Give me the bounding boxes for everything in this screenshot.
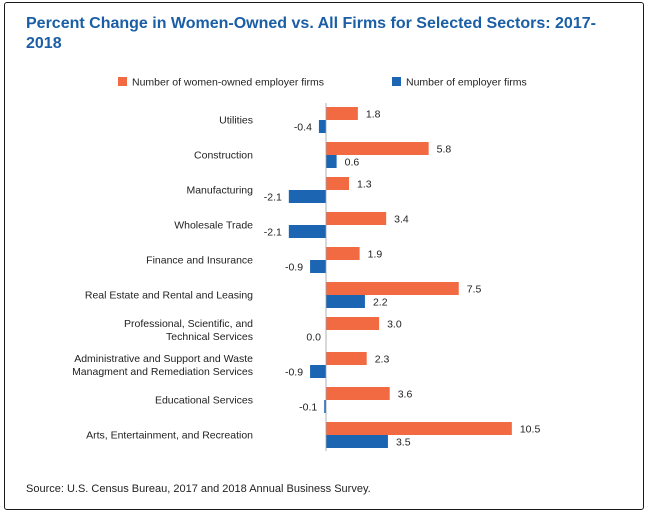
legend-swatch-1 xyxy=(392,77,401,86)
legend-label-1: Number of employer firms xyxy=(406,77,527,89)
category-label-real-estate-and-rental-and-leasing: Real Estate and Rental and Leasing xyxy=(85,290,253,302)
value-label-construction-series-1: 0.6 xyxy=(345,156,360,168)
category-label-finance-and-insurance: Finance and Insurance xyxy=(146,255,253,267)
bar-manufacturing-series-1 xyxy=(288,190,326,203)
value-label-administrative-and-support-and-waste-managment-and-remediation-services-series-0: 2.3 xyxy=(375,353,390,365)
bar-utilities-series-0 xyxy=(326,107,358,120)
bars xyxy=(288,107,512,448)
value-label-wholesale-trade-series-0: 3.4 xyxy=(394,213,409,225)
category-label-wholesale-trade: Wholesale Trade xyxy=(174,220,253,232)
value-label-arts-entertainment-and-recreation-series-1: 3.5 xyxy=(396,436,411,448)
bar-wholesale-trade-series-1 xyxy=(288,225,326,238)
value-label-utilities-series-0: 1.8 xyxy=(366,108,381,120)
value-label-wholesale-trade-series-1: -2.1 xyxy=(264,226,282,238)
value-labels: 1.8 -0.4 5.8 0.6 1.3 -2.1 3.4 -2.1 1.9 -0.9 7.5 2.2… xyxy=(264,108,541,448)
value-label-manufacturing-series-0: 1.3 xyxy=(357,178,372,190)
category-label-professional-scientific-and-technical-services-line-1: Technical Services xyxy=(166,331,253,343)
bar-educational-services-series-0 xyxy=(326,387,390,400)
value-label-arts-entertainment-and-recreation-series-0: 10.5 xyxy=(520,423,541,435)
category-label-professional-scientific-and-technical-services-line-0: Professional, Scientific, and xyxy=(124,318,253,330)
bar-professional-scientific-and-technical-services-series-0 xyxy=(326,317,380,330)
category-label-construction: Construction xyxy=(194,150,253,162)
category-label-administrative-and-support-and-waste-managment-and-remediation-services-line-0: Administrative and Support and Waste xyxy=(74,353,253,365)
category-label-utilities: Utilities xyxy=(219,115,253,127)
source-note: Source: U.S. Census Bureau, 2017 and 201… xyxy=(26,483,371,495)
category-label-manufacturing: Manufacturing xyxy=(186,185,253,197)
value-label-real-estate-and-rental-and-leasing-series-1: 2.2 xyxy=(373,296,388,308)
bar-finance-and-insurance-series-0 xyxy=(326,247,360,260)
value-label-construction-series-0: 5.8 xyxy=(437,143,452,155)
bar-finance-and-insurance-series-1 xyxy=(310,260,326,273)
bar-administrative-and-support-and-waste-managment-and-remediation-services-series-1 xyxy=(310,365,326,378)
bar-construction-series-0 xyxy=(326,142,429,155)
bar-arts-entertainment-and-recreation-series-1 xyxy=(326,435,388,448)
legend: Number of women-owned employer firms Numb… xyxy=(118,77,527,89)
value-label-administrative-and-support-and-waste-managment-and-remediation-services-series-1: -0.9 xyxy=(285,366,303,378)
value-label-finance-and-insurance-series-0: 1.9 xyxy=(368,248,383,260)
category-label-arts-entertainment-and-recreation: Arts, Entertainment, and Recreation xyxy=(86,430,253,442)
chart-title: Percent Change in Women-Owned vs. All Fi… xyxy=(26,15,596,52)
bar-wholesale-trade-series-0 xyxy=(326,212,387,225)
bar-real-estate-and-rental-and-leasing-series-0 xyxy=(326,282,459,295)
bar-construction-series-1 xyxy=(326,155,337,168)
value-label-finance-and-insurance-series-1: -0.9 xyxy=(285,261,303,273)
bar-real-estate-and-rental-and-leasing-series-1 xyxy=(326,295,365,308)
value-label-utilities-series-1: -0.4 xyxy=(294,121,312,133)
category-label-administrative-and-support-and-waste-managment-and-remediation-services-line-1: Managment and Remediation Services xyxy=(72,366,253,378)
category-label-educational-services: Educational Services xyxy=(155,395,253,407)
bar-educational-services-series-1 xyxy=(324,400,326,413)
bar-arts-entertainment-and-recreation-series-0 xyxy=(326,422,512,435)
bar-manufacturing-series-0 xyxy=(326,177,350,190)
legend-swatch-0 xyxy=(118,77,127,86)
value-label-professional-scientific-and-technical-services-series-1: 0.0 xyxy=(306,331,321,343)
value-label-professional-scientific-and-technical-services-series-0: 3.0 xyxy=(387,318,402,330)
value-label-manufacturing-series-1: -2.1 xyxy=(264,191,282,203)
bar-utilities-series-1 xyxy=(318,120,326,133)
value-label-real-estate-and-rental-and-leasing-series-0: 7.5 xyxy=(467,283,482,295)
value-label-educational-services-series-0: 3.6 xyxy=(398,388,413,400)
category-labels: Utilities Construction Manufacturing Wholes… xyxy=(72,115,253,442)
bar-administrative-and-support-and-waste-managment-and-remediation-services-series-0 xyxy=(326,352,367,365)
chart-frame xyxy=(4,2,644,510)
legend-label-0: Number of women-owned employer firms xyxy=(132,77,324,89)
value-label-educational-services-series-1: -0.1 xyxy=(299,401,317,413)
